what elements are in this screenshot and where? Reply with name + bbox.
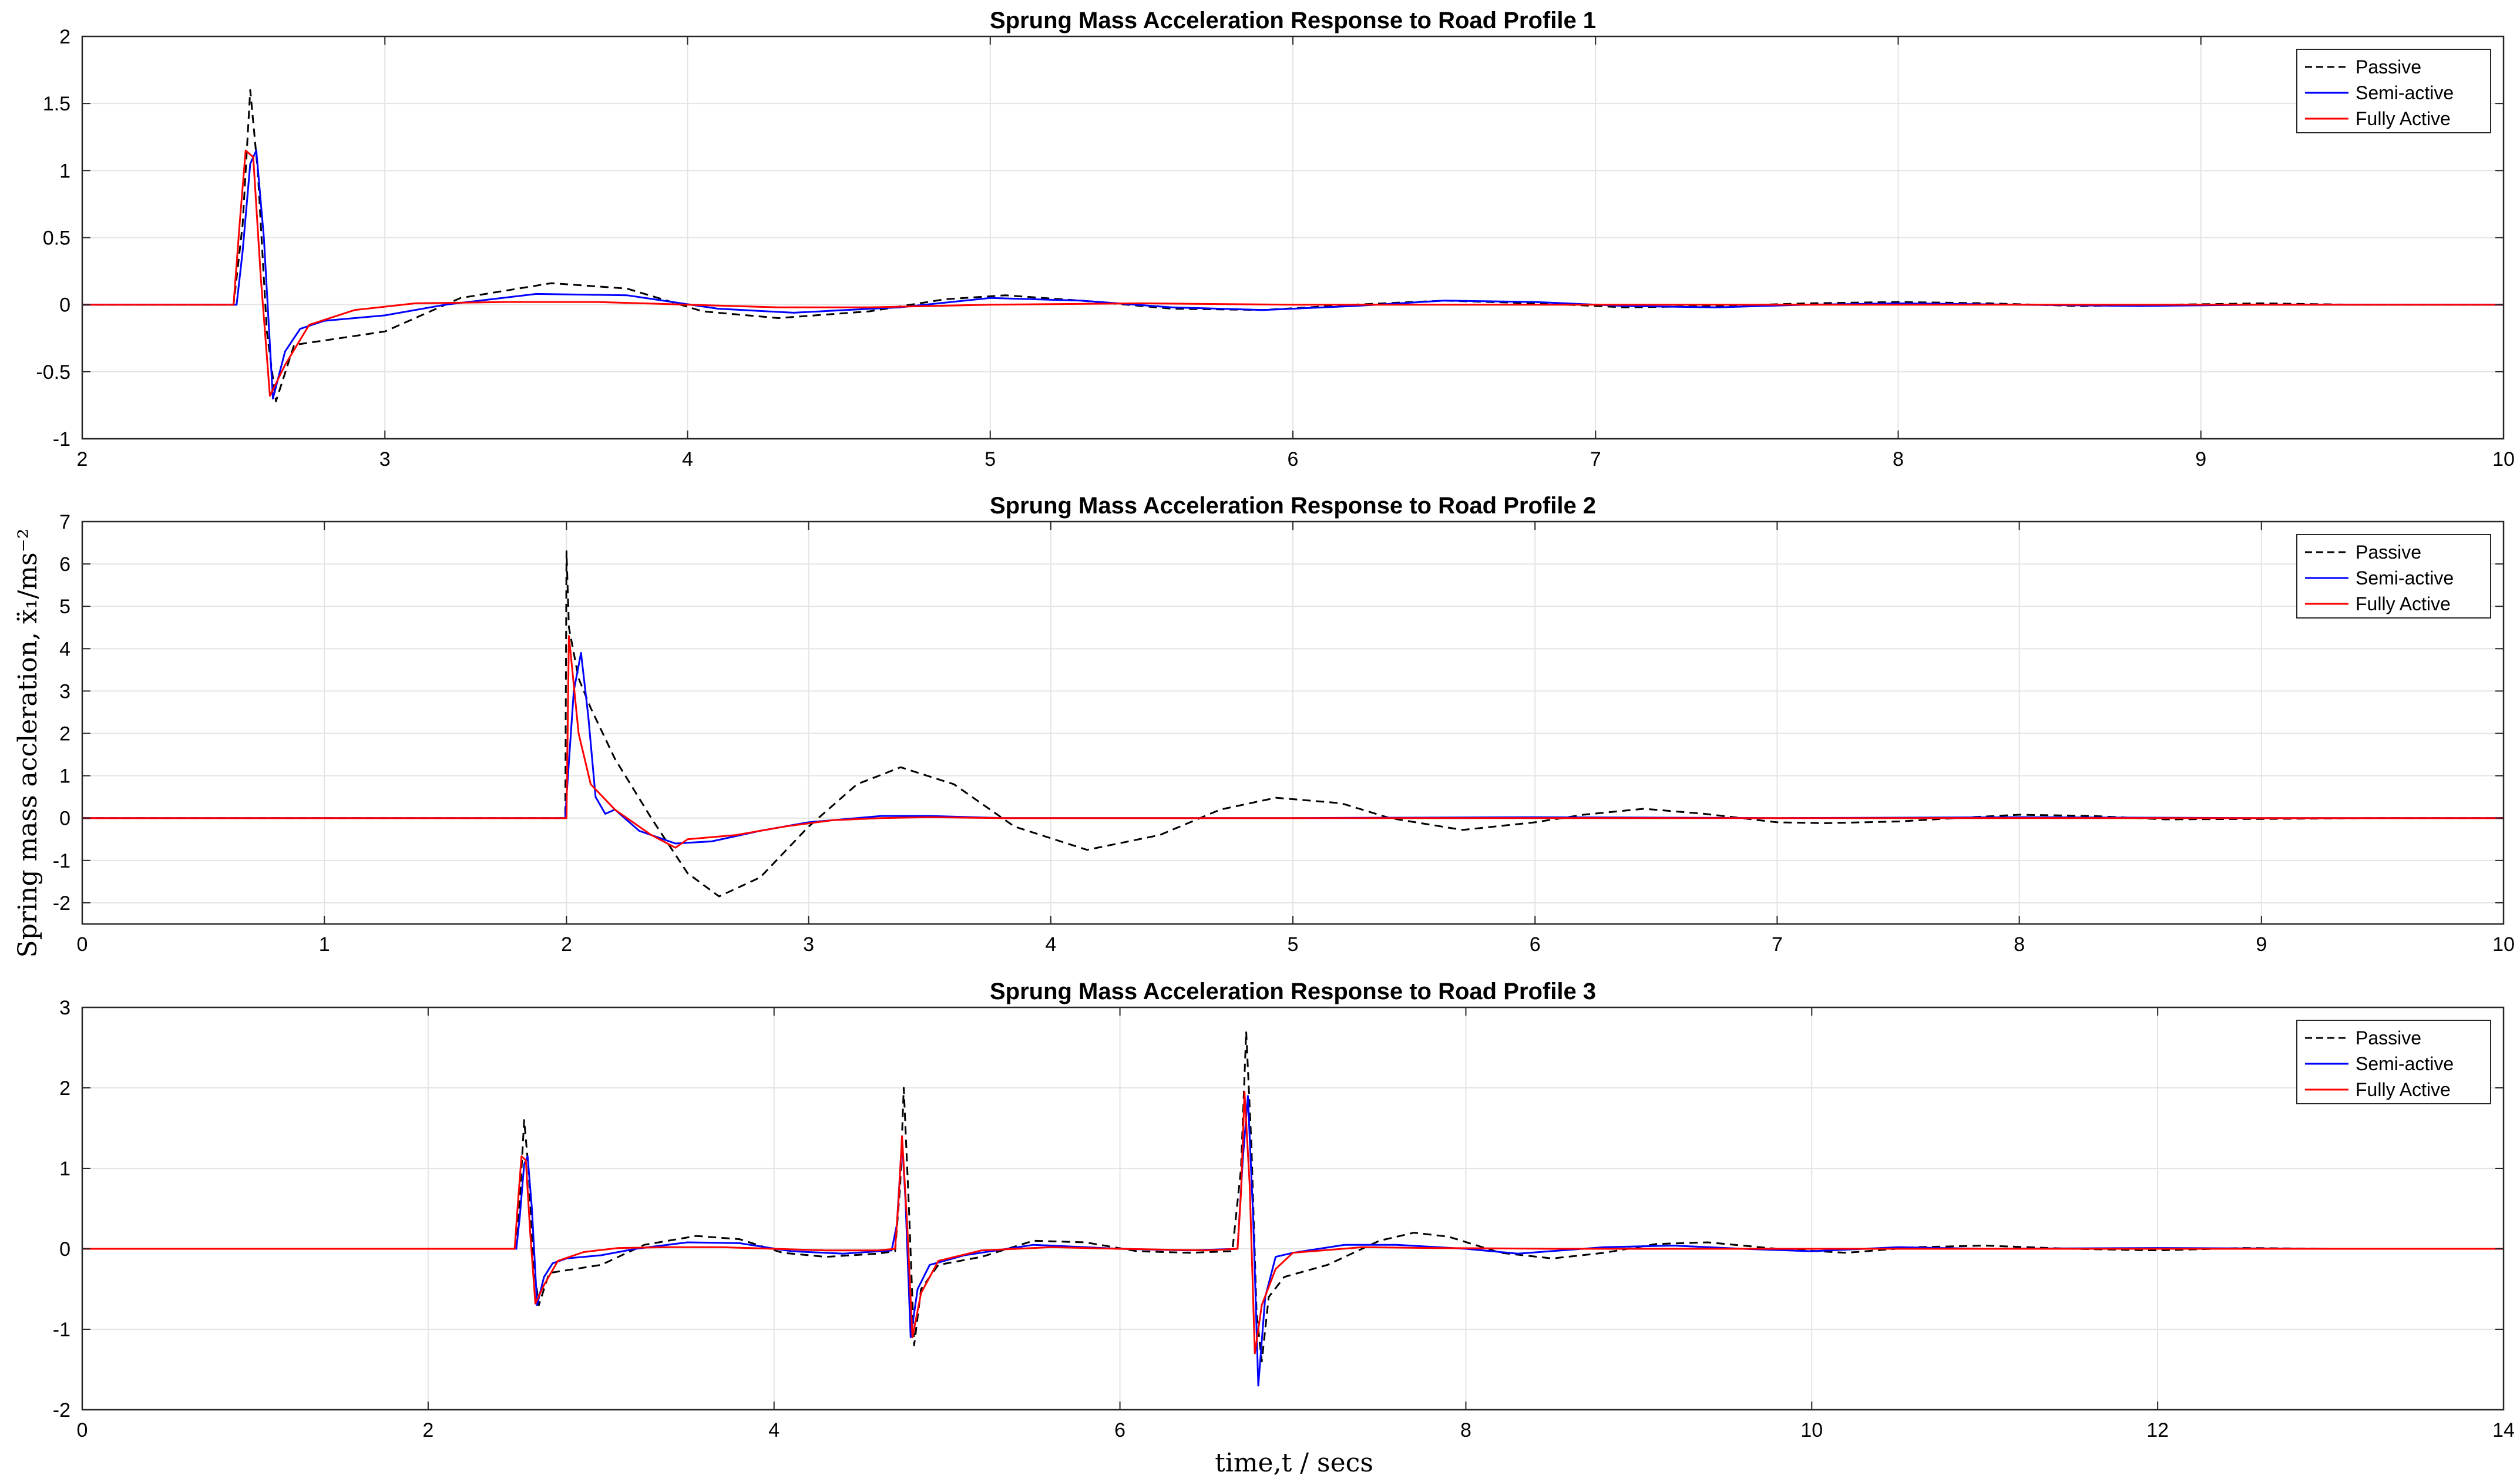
x-tick-label: 8 bbox=[1893, 448, 1904, 471]
y-tick-label: 3 bbox=[59, 997, 70, 1019]
legend: Passive Semi-active Fully Active bbox=[2296, 49, 2491, 133]
y-tick-label: 0 bbox=[59, 1238, 70, 1261]
x-tick-label: 12 bbox=[2146, 1419, 2169, 1441]
x-tick-label: 3 bbox=[379, 448, 391, 471]
x-tick-label: 10 bbox=[1800, 1419, 1823, 1441]
x-tick-label: 7 bbox=[1590, 448, 1601, 471]
x-tick-label: 10 bbox=[2492, 933, 2515, 956]
series-line-passive bbox=[82, 550, 2504, 898]
legend-label: Fully Active bbox=[2356, 1079, 2451, 1100]
y-tick-label: 1 bbox=[59, 160, 70, 182]
x-tick-label: 4 bbox=[1045, 933, 1056, 956]
y-tick-label: 6 bbox=[59, 553, 70, 576]
y-tick-label: 1 bbox=[59, 765, 70, 788]
x-tick-label: 2 bbox=[422, 1419, 434, 1441]
x-tick-label: 10 bbox=[2492, 448, 2515, 471]
series-line-fully-active bbox=[82, 149, 2504, 397]
series-line-fully-active bbox=[82, 1091, 2504, 1355]
x-tick-label: 0 bbox=[77, 933, 88, 956]
series-line-fully-active bbox=[82, 635, 2504, 849]
legend-label: Fully Active bbox=[2356, 108, 2451, 129]
y-tick-label: 2 bbox=[59, 26, 70, 48]
y-tick-label: 3 bbox=[59, 680, 70, 703]
legend-label: Passive bbox=[2356, 1027, 2421, 1049]
x-tick-label: 2 bbox=[77, 448, 88, 471]
y-tick-label: -1 bbox=[53, 428, 70, 451]
y-tick-label: -1 bbox=[53, 850, 70, 872]
chart-1: 2 3 4 5 6 7 8 9 10 -1 -0.5 0 0.5 1 1.5 2 Sprung Mass Acc… bbox=[36, 8, 2515, 471]
y-tick-label: 5 bbox=[59, 596, 70, 618]
legend-label: Fully Active bbox=[2356, 593, 2451, 614]
legend-label: Passive bbox=[2356, 542, 2421, 563]
legend-label: Semi-active bbox=[2356, 82, 2454, 103]
y-tick-label: -2 bbox=[53, 1399, 70, 1421]
x-tick-label: 1 bbox=[319, 933, 330, 956]
x-tick-label: 7 bbox=[1772, 933, 1783, 956]
x-tick-label: 8 bbox=[1460, 1419, 1471, 1441]
x-tick-label: 5 bbox=[985, 448, 996, 471]
legend-label: Passive bbox=[2356, 56, 2421, 78]
y-tick-label: -2 bbox=[53, 892, 70, 915]
x-tick-label: 2 bbox=[561, 933, 572, 956]
y-tick-label: 7 bbox=[59, 511, 70, 533]
y-tick-label: 1.5 bbox=[43, 93, 70, 115]
legend-label: Semi-active bbox=[2356, 567, 2454, 589]
x-tick-label: 9 bbox=[2256, 933, 2267, 956]
x-tick-label: 5 bbox=[1288, 933, 1299, 956]
x-tick-label: 6 bbox=[1530, 933, 1541, 956]
series-line-passive bbox=[82, 1030, 2504, 1363]
x-tick-label: 9 bbox=[2195, 448, 2206, 471]
x-tick-label: 8 bbox=[2014, 933, 2025, 956]
legend: Passive Semi-active Fully Active bbox=[2296, 1020, 2491, 1104]
y-tick-label: 0 bbox=[59, 294, 70, 317]
y-tick-label: -0.5 bbox=[36, 361, 70, 384]
y-tick-label: 2 bbox=[59, 723, 70, 745]
axes-frame bbox=[81, 1006, 2505, 1411]
y-tick-label: -1 bbox=[53, 1319, 70, 1341]
figure-xlabel: time,t / secs bbox=[1215, 1448, 1373, 1478]
x-tick-label: 3 bbox=[803, 933, 814, 956]
legend: Passive Semi-active Fully Active bbox=[2296, 534, 2491, 619]
x-tick-label: 4 bbox=[768, 1419, 779, 1441]
x-tick-label: 6 bbox=[1288, 448, 1299, 471]
chart-title: Sprung Mass Acceleration Response to Roa… bbox=[990, 493, 1596, 519]
x-tick-label: 4 bbox=[682, 448, 693, 471]
y-tick-label: 1 bbox=[59, 1158, 70, 1180]
y-tick-label: 0.5 bbox=[43, 227, 70, 250]
y-tick-label: 4 bbox=[59, 638, 70, 660]
chart-title: Sprung Mass Acceleration Response to Roa… bbox=[990, 8, 1596, 33]
x-tick-label: 6 bbox=[1114, 1419, 1125, 1441]
x-tick-label: 14 bbox=[2492, 1419, 2515, 1441]
legend-label: Semi-active bbox=[2356, 1053, 2454, 1074]
figure-ylabel: Spring mass accleration, ẍ₁/ms⁻² bbox=[13, 529, 43, 958]
y-tick-label: 2 bbox=[59, 1077, 70, 1100]
x-tick-label: 0 bbox=[77, 1419, 88, 1441]
chart-title: Sprung Mass Acceleration Response to Roa… bbox=[990, 979, 1596, 1004]
y-tick-label: 0 bbox=[59, 808, 70, 830]
chart-2: 0 1 2 3 4 5 6 7 8 9 10 -2 -1 0 1 2 3 4 5 6 7 Sprung Mass Acce… bbox=[53, 493, 2515, 956]
plot-area bbox=[82, 1007, 2504, 1410]
